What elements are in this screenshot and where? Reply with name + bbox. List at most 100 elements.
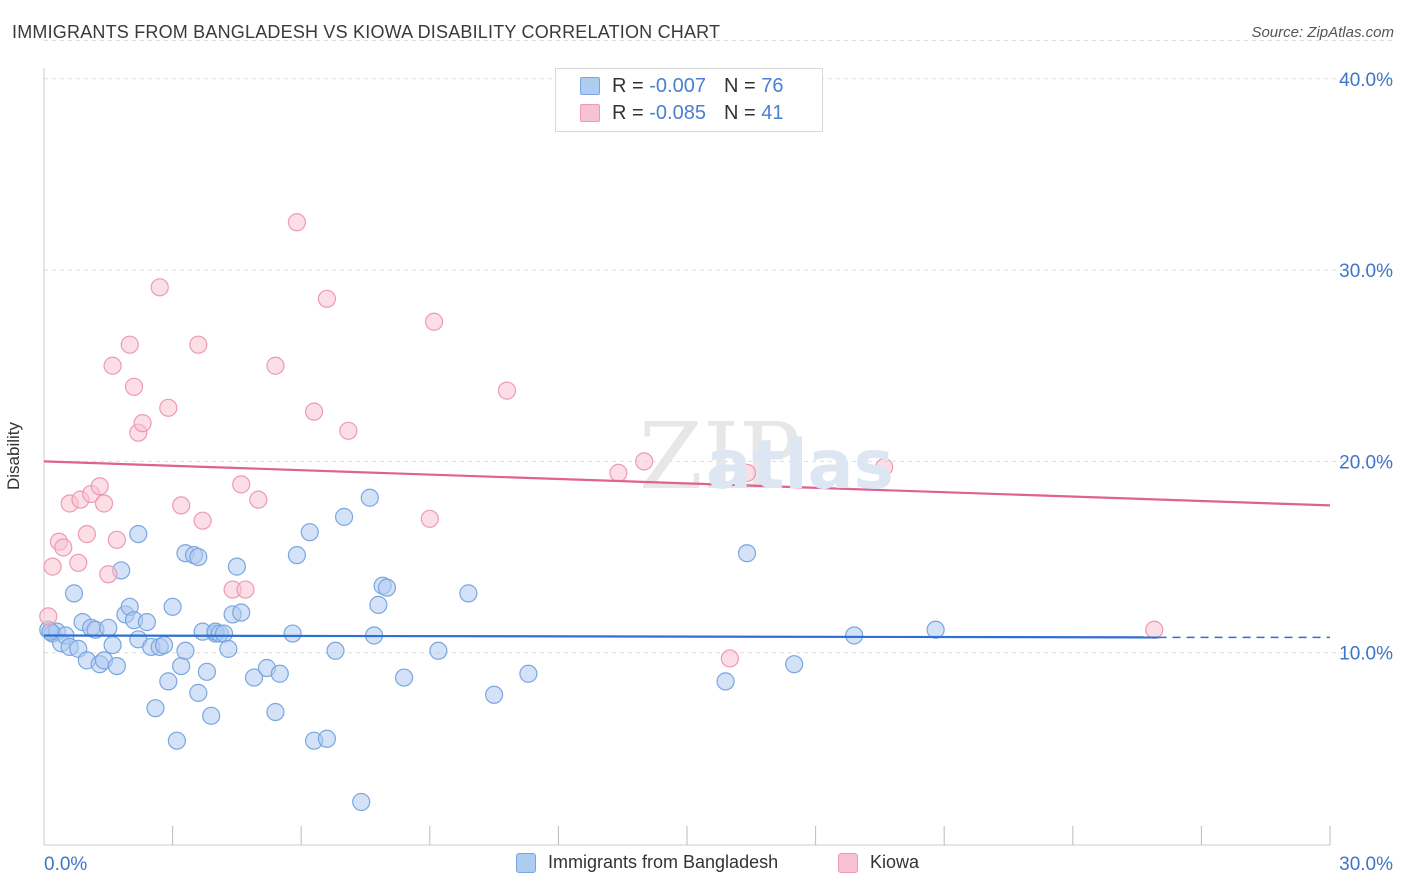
legend-item-label: Kiowa <box>870 852 920 872</box>
y-tick-label: 30.0% <box>1339 261 1393 282</box>
data-point <box>266 356 285 375</box>
data-point <box>202 706 221 725</box>
data-point <box>266 702 285 722</box>
data-point <box>94 494 114 513</box>
data-point <box>300 523 319 542</box>
data-point <box>785 655 804 674</box>
data-point <box>103 635 122 655</box>
data-point <box>159 672 178 691</box>
data-point <box>334 507 354 526</box>
data-point <box>146 699 165 718</box>
legend-swatch-blue <box>580 77 600 95</box>
data-point <box>107 656 126 676</box>
data-point <box>189 547 208 567</box>
legend-swatch-blue <box>516 852 536 873</box>
data-point <box>219 639 238 658</box>
data-point <box>317 729 337 748</box>
data-point <box>154 635 174 655</box>
data-point <box>926 620 945 639</box>
data-point <box>737 544 757 563</box>
legend-item-kiowa: Kiowa <box>838 852 919 873</box>
series-bangladesh-points <box>39 488 945 812</box>
legend-n-value: 41 <box>761 101 784 124</box>
data-point <box>189 683 208 702</box>
chart-title: IMMIGRANTS FROM BANGLADESH VS KIOWA DISA… <box>12 22 721 42</box>
data-point <box>377 578 397 597</box>
data-point <box>875 458 894 477</box>
data-point <box>193 511 212 530</box>
data-point <box>214 624 234 643</box>
trend-lines <box>43 460 1331 639</box>
data-point <box>159 398 178 417</box>
data-point <box>133 414 152 433</box>
grid-lines <box>44 40 1392 654</box>
data-point <box>232 603 251 622</box>
data-point <box>163 597 182 616</box>
data-point <box>304 402 324 421</box>
data-point <box>107 530 126 549</box>
data-point <box>172 656 191 676</box>
series-kiowa-points <box>39 213 1164 668</box>
y-tick-label: 40.0% <box>1339 70 1393 91</box>
data-point <box>39 607 58 626</box>
data-point <box>352 792 371 812</box>
data-point <box>99 618 118 637</box>
data-point <box>283 624 302 643</box>
data-point <box>69 553 88 572</box>
trend-line-kiowa <box>43 460 1331 507</box>
data-point <box>720 649 739 668</box>
x-tick-label: 0.0% <box>44 854 87 875</box>
correlation-legend: R = -0.007 N = 76 R = -0.085 N = 41 <box>555 68 823 132</box>
data-point <box>270 664 289 683</box>
series-legend: Immigrants from Bangladesh Kiowa <box>0 852 1406 878</box>
data-point <box>64 584 84 603</box>
data-point <box>609 463 628 482</box>
data-point <box>99 565 118 584</box>
legend-row-kiowa: R = -0.085 N = 41 <box>580 100 783 126</box>
data-point <box>54 538 73 557</box>
data-point <box>77 524 96 544</box>
x-tick-label: 30.0% <box>1339 854 1393 875</box>
data-point <box>120 335 139 354</box>
data-point <box>41 622 60 641</box>
legend-r-label: R = <box>612 101 644 124</box>
legend-swatch-pink <box>838 852 858 873</box>
data-point <box>124 377 144 396</box>
y-tick-label: 10.0% <box>1339 644 1393 665</box>
legend-n-label: N = <box>723 101 756 124</box>
data-point <box>150 278 169 297</box>
data-point <box>317 289 337 308</box>
legend-n-label: N = <box>723 74 756 97</box>
data-point <box>737 463 757 482</box>
tick-labels: 10.0% 20.0% 30.0% 40.0% 0.0% 30.0% <box>44 70 1393 875</box>
data-point <box>90 477 109 496</box>
data-point <box>716 672 735 691</box>
data-point <box>167 731 186 750</box>
data-point <box>845 626 864 645</box>
legend-item-bangladesh: Immigrants from Bangladesh <box>516 852 778 873</box>
data-point <box>172 496 191 515</box>
source-label: Source: ZipAtlas.com <box>1251 24 1394 41</box>
legend-row-bangladesh: R = -0.007 N = 76 <box>580 73 783 99</box>
data-point <box>249 490 268 509</box>
data-point <box>429 641 448 660</box>
data-point <box>360 488 379 507</box>
watermark: ZIP <box>639 403 801 510</box>
data-point <box>137 612 156 632</box>
trend-line-bangladesh <box>43 634 1159 639</box>
y-axis-label: Disability <box>4 421 23 491</box>
data-point <box>369 595 388 614</box>
data-point <box>635 452 654 471</box>
axes <box>43 68 1331 846</box>
data-point <box>459 584 478 603</box>
data-point <box>424 312 444 331</box>
data-point <box>420 509 439 528</box>
data-point <box>339 421 358 440</box>
data-point <box>287 546 307 565</box>
data-point <box>129 524 148 544</box>
data-point <box>287 213 307 232</box>
legend-n-value: 76 <box>761 74 784 97</box>
legend-item-label: Immigrants from Bangladesh <box>548 852 779 872</box>
data-point <box>232 475 251 494</box>
data-point <box>227 557 246 576</box>
